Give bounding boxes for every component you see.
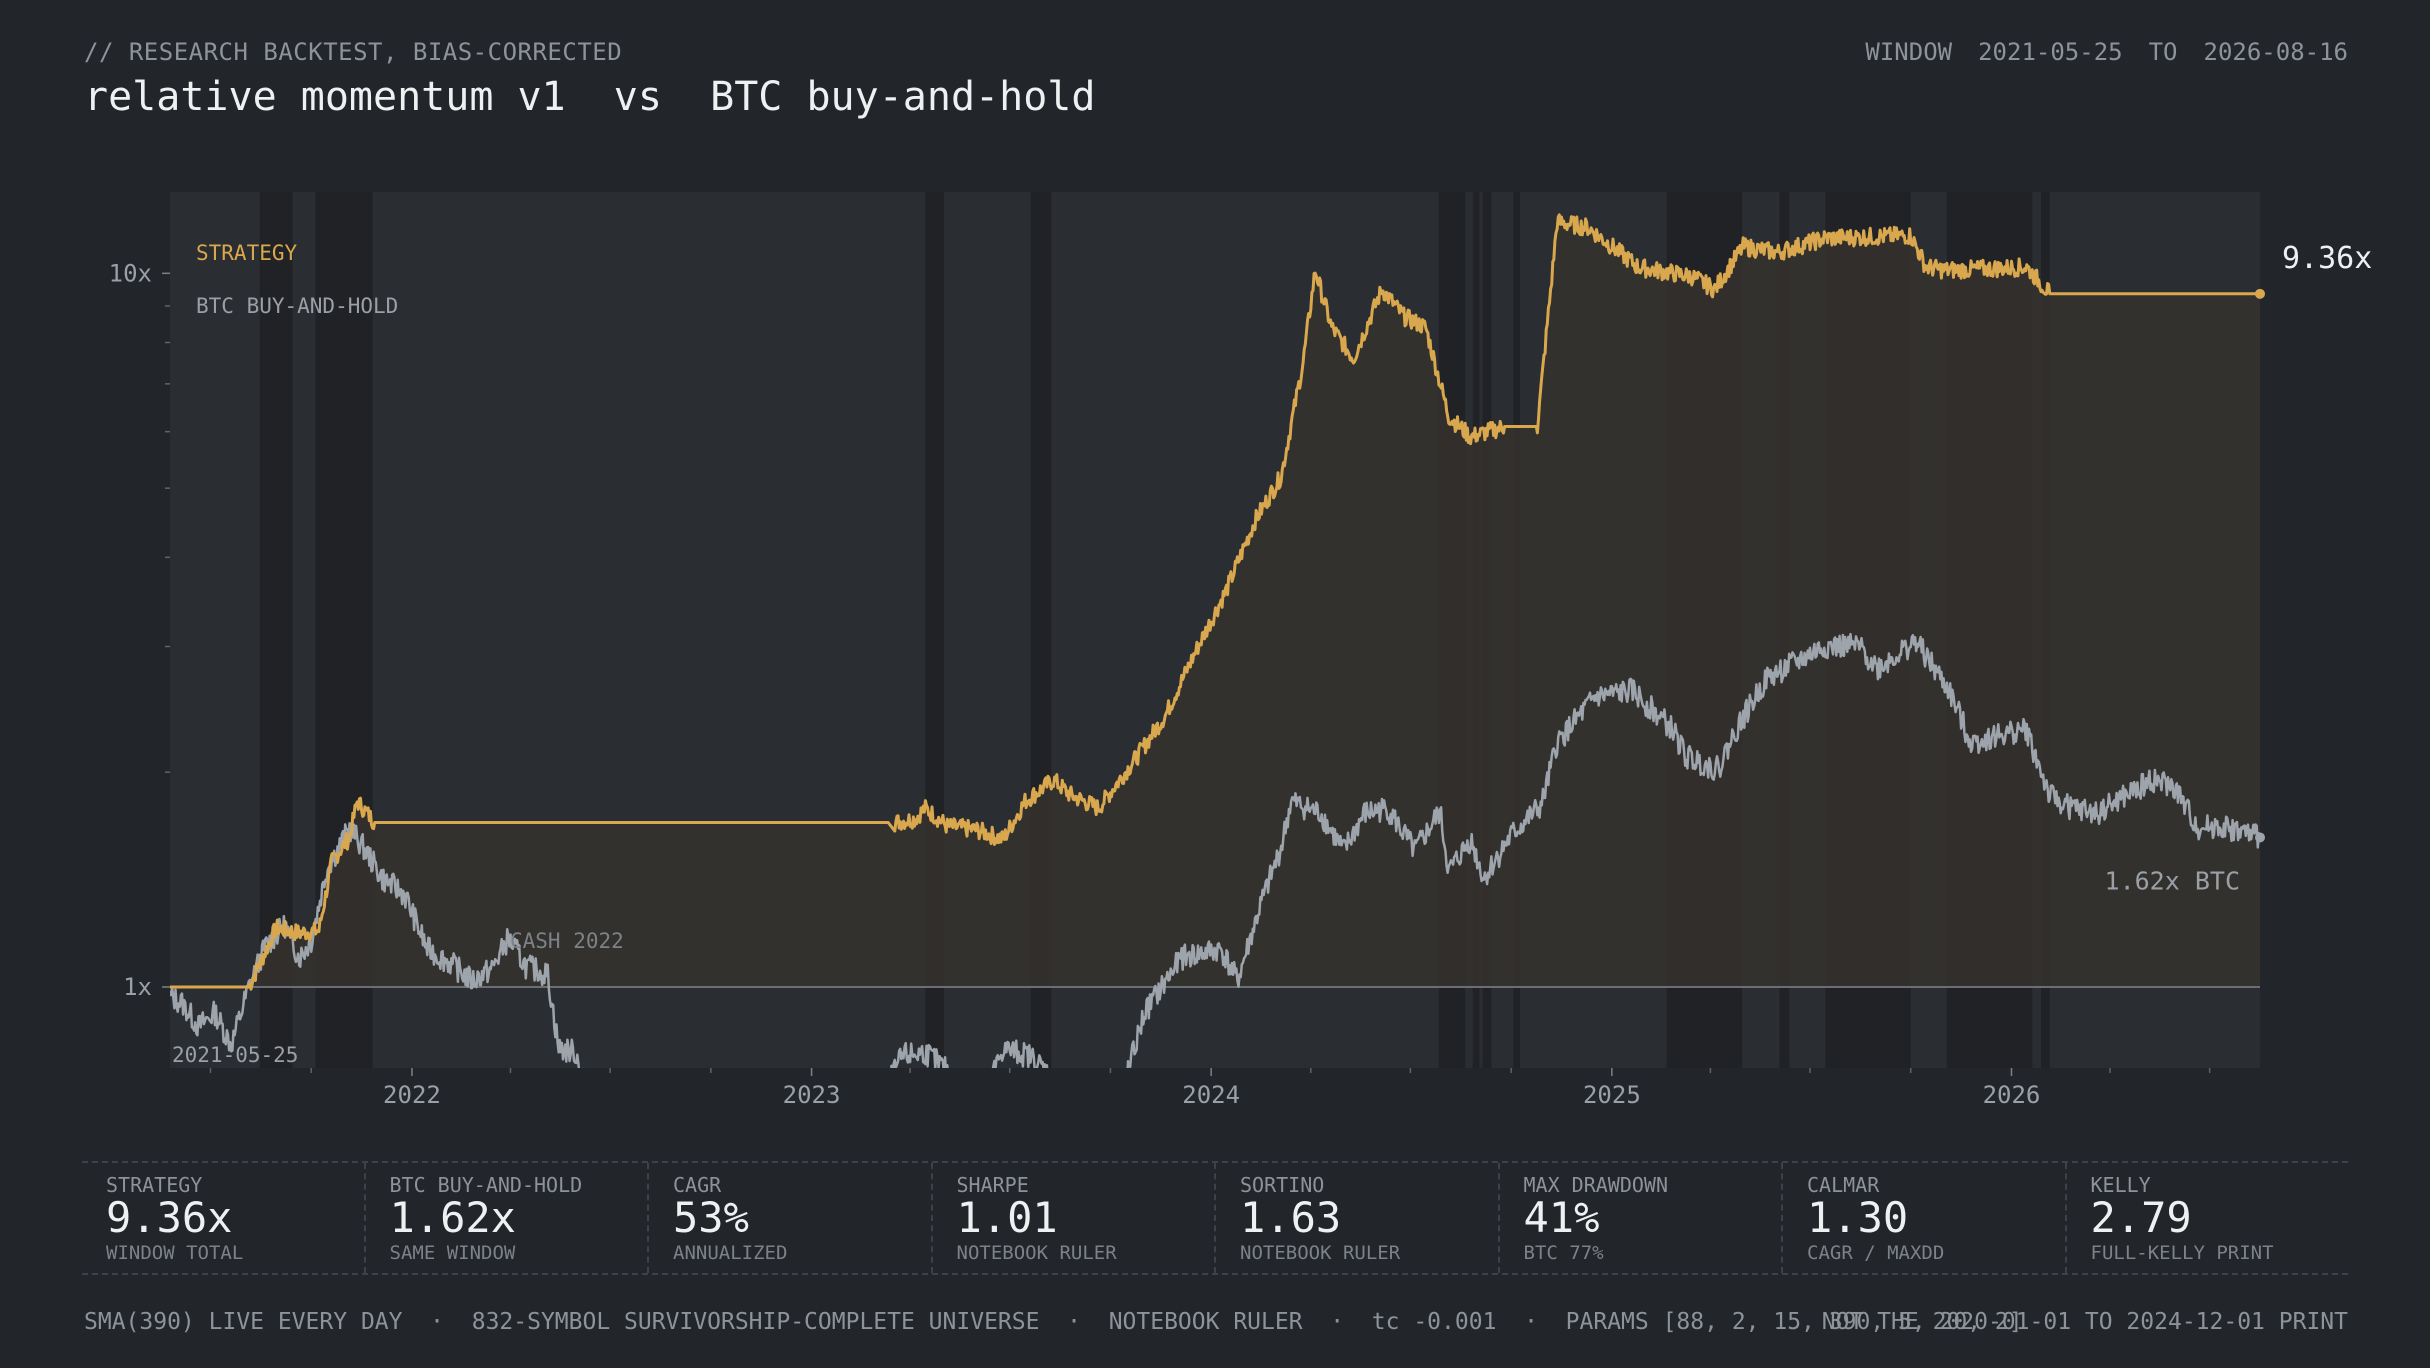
stat-value: 1.62x xyxy=(389,1193,516,1242)
legend-strategy: STRATEGY xyxy=(196,241,298,265)
stat-label: CALMAR xyxy=(1807,1173,1880,1197)
stat-sub: NOTEBOOK RULER xyxy=(1240,1242,1401,1264)
stat-value: 1.30 xyxy=(1807,1193,1909,1242)
stat-sub: WINDOW TOTAL xyxy=(106,1242,244,1264)
x-tick-label: 2022 xyxy=(383,1081,441,1109)
stat-sub: NOTEBOOK RULER xyxy=(956,1242,1117,1264)
stat-sub: ANNUALIZED xyxy=(673,1242,788,1264)
footer-note: NOT THE 2020-01-01 TO 2024-12-01 PRINT xyxy=(1821,1309,2348,1335)
footer-params: SMA(390) LIVE EVERY DAY · 832-SYMBOL SUR… xyxy=(84,1309,2023,1335)
kicker-text: // RESEARCH BACKTEST, BIAS-CORRECTED xyxy=(84,38,623,66)
x-tick-label: 2023 xyxy=(783,1081,841,1109)
series-line-strategy xyxy=(170,213,2260,991)
stat-value: 41% xyxy=(1523,1193,1600,1242)
window-to: TO xyxy=(2148,38,2178,66)
stat-label: SORTINO xyxy=(1240,1173,1325,1197)
stat-label: KELLY xyxy=(2090,1173,2151,1197)
stat-label: SHARPE xyxy=(956,1173,1029,1197)
stat-kelly: KELLY 2.79 FULL-KELLY PRINT xyxy=(2064,1163,2349,1273)
stat-sharpe: SHARPE 1.01 NOTEBOOK RULER xyxy=(930,1163,1215,1273)
x-tick-label: 2024 xyxy=(1182,1081,1240,1109)
window-range: WINDOW 2021-05-25 TO 2026-08-16 xyxy=(1865,38,2348,66)
y-tick-label: 10x xyxy=(109,259,152,287)
strategy-area-fill xyxy=(170,214,2260,990)
window-label: WINDOW xyxy=(1865,38,1953,66)
stat-value: 9.36x xyxy=(106,1193,233,1242)
x-tick-label: 2026 xyxy=(1983,1081,2041,1109)
stat-sub: CAGR / MAXDD xyxy=(1807,1242,1945,1264)
stat-value: 1.01 xyxy=(956,1193,1058,1242)
stat-label: CAGR xyxy=(673,1173,722,1197)
legend-btc: BTC BUY-AND-HOLD xyxy=(196,294,398,318)
stats-panel: STRATEGY 9.36x WINDOW TOTAL BTC BUY-AND-HO… xyxy=(82,1161,2348,1275)
stat-label: MAX DRAWDOWN xyxy=(1523,1173,1669,1197)
stat-max-drawdown: MAX DRAWDOWN 41% BTC 77% xyxy=(1497,1163,1782,1273)
stat-btc: BTC BUY-AND-HOLD 1.62x SAME WINDOW xyxy=(363,1163,648,1273)
stat-calmar: CALMAR 1.30 CAGR / MAXDD xyxy=(1781,1163,2065,1273)
strategy-end-point xyxy=(2255,288,2265,299)
cash-annotation: CASH 2022 xyxy=(510,929,624,953)
stat-value: 53% xyxy=(673,1193,749,1242)
stat-value: 2.79 xyxy=(2090,1193,2192,1242)
stat-sub: FULL-KELLY PRINT xyxy=(2090,1242,2274,1264)
page-title: relative momentum v1 vs BTC buy-and-hold xyxy=(84,74,1096,120)
btc-end-label: 1.62x BTC xyxy=(2105,866,2240,895)
stat-label: BTC BUY-AND-HOLD xyxy=(389,1173,583,1197)
stat-sub: SAME WINDOW xyxy=(389,1242,516,1264)
window-end: 2026-08-16 xyxy=(2203,38,2349,66)
stat-strategy: STRATEGY 9.36x WINDOW TOTAL xyxy=(82,1163,364,1273)
btc-end-point xyxy=(2255,832,2265,843)
y-tick-label: 1x xyxy=(123,973,152,1001)
stat-value: 1.63 xyxy=(1240,1193,1342,1242)
series-line-btc xyxy=(170,632,2260,1068)
stat-label: STRATEGY xyxy=(106,1173,203,1197)
window-start: 2021-05-25 xyxy=(1978,38,2123,66)
equity-chart: 1x 10x 2022 2023 2024 2025 2026 9.36x 1.62x BTC S… xyxy=(109,192,2372,1109)
x-tick-label: 2025 xyxy=(1583,1081,1641,1109)
start-date-label: 2021-05-25 xyxy=(172,1043,298,1067)
stat-sortino: SORTINO 1.63 NOTEBOOK RULER xyxy=(1214,1163,1498,1273)
strategy-end-label: 9.36x xyxy=(2282,241,2372,276)
stat-sub: BTC 77% xyxy=(1523,1242,1604,1264)
stat-cagr: CAGR 53% ANNUALIZED xyxy=(647,1163,931,1273)
